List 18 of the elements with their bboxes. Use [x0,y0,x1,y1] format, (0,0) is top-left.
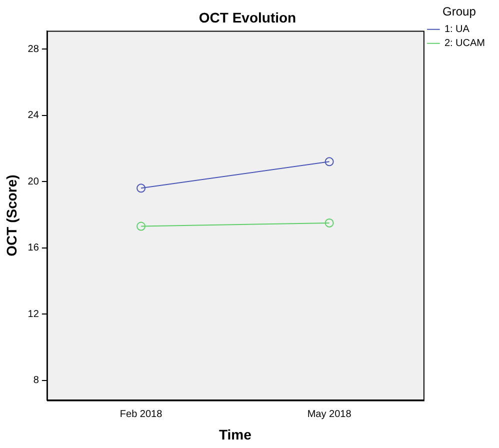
point [136,222,146,231]
y-tick-label: 28 [28,44,40,55]
legend-title: Group [442,4,476,18]
y-tick-label: 20 [28,176,40,188]
x-axis-title: Time [218,426,252,442]
legend-label: 1: UA [444,24,470,36]
point [324,218,334,228]
point [324,157,334,166]
point [136,184,146,193]
x-tick-label: Feb 2018 [120,408,163,420]
y-tick-label: 24 [28,110,40,122]
y-tick-label: 8 [33,375,40,386]
y-tick-label: 12 [28,308,40,320]
x-tick-label: May 2018 [307,408,352,420]
legend-label: 2: UCAM [444,38,485,50]
chart-title: OCT Evolution [198,9,296,26]
y-tick-label: 16 [28,242,40,254]
y-axis-title: OCT (Score) [3,174,20,256]
